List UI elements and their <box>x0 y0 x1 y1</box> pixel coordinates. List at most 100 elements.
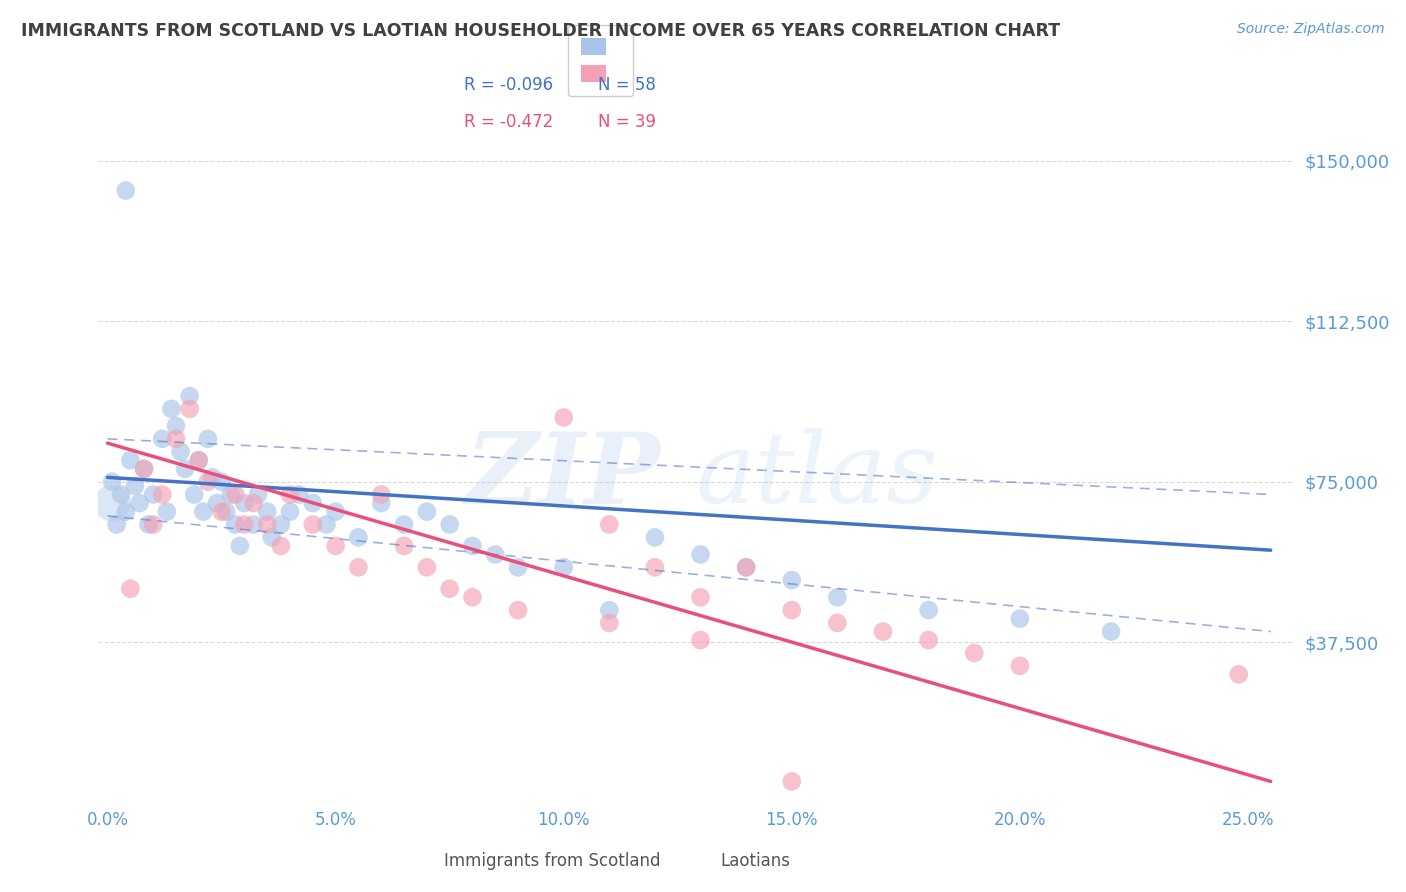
Point <box>193 505 215 519</box>
Point <box>165 419 187 434</box>
Point <box>142 517 165 532</box>
Point <box>105 517 128 532</box>
Point <box>827 591 849 605</box>
Point <box>233 517 256 532</box>
Point <box>270 539 292 553</box>
Point <box>370 487 392 501</box>
Point <box>1099 624 1122 639</box>
Text: ZIP: ZIP <box>465 427 661 524</box>
Point <box>224 487 246 501</box>
Text: N = 39: N = 39 <box>598 113 655 131</box>
Point <box>553 410 575 425</box>
Point <box>1008 658 1031 673</box>
Point <box>644 560 666 574</box>
Point <box>120 582 142 596</box>
Point <box>219 487 242 501</box>
Point <box>1227 667 1250 681</box>
Point <box>689 633 711 648</box>
Point <box>370 496 392 510</box>
Point <box>506 603 529 617</box>
Point <box>506 560 529 574</box>
Point <box>278 487 301 501</box>
Point <box>598 615 620 630</box>
Point <box>229 539 252 553</box>
Point <box>211 505 233 519</box>
Point <box>735 560 758 574</box>
Point <box>110 487 132 501</box>
Point <box>247 487 270 501</box>
Point <box>256 517 278 532</box>
Legend: , : , <box>568 25 633 96</box>
Point <box>439 582 461 596</box>
Point <box>224 517 246 532</box>
Text: Laotians: Laotians <box>721 852 790 870</box>
Point <box>780 573 803 587</box>
Point <box>963 646 986 660</box>
FancyBboxPatch shape <box>433 830 494 862</box>
Point <box>114 505 136 519</box>
Point <box>301 517 323 532</box>
Point <box>132 462 155 476</box>
Point <box>114 184 136 198</box>
Point <box>689 548 711 562</box>
Text: N = 58: N = 58 <box>598 76 655 94</box>
Point <box>156 505 179 519</box>
Point <box>197 475 219 489</box>
Point <box>160 401 183 416</box>
Point <box>872 624 894 639</box>
FancyBboxPatch shape <box>637 830 696 862</box>
Point <box>439 517 461 532</box>
Point <box>205 496 228 510</box>
Point <box>347 530 370 544</box>
Point <box>416 505 439 519</box>
Point <box>917 633 939 648</box>
Point <box>120 453 142 467</box>
Point <box>211 475 233 489</box>
Point <box>735 560 758 574</box>
Point <box>461 539 484 553</box>
Point <box>256 505 278 519</box>
Point <box>780 603 803 617</box>
Point <box>347 560 370 574</box>
Point <box>644 530 666 544</box>
Point <box>598 603 620 617</box>
Point <box>128 496 150 510</box>
Point <box>288 487 311 501</box>
Point <box>187 453 209 467</box>
Point <box>270 517 292 532</box>
Point <box>461 591 484 605</box>
Point <box>598 517 620 532</box>
Point <box>827 615 849 630</box>
Point <box>201 470 224 484</box>
Point <box>260 530 283 544</box>
Point <box>484 548 506 562</box>
Point <box>325 505 347 519</box>
Point <box>183 487 205 501</box>
Point <box>233 496 256 510</box>
Point <box>278 505 301 519</box>
Point <box>242 517 264 532</box>
Text: R = -0.096: R = -0.096 <box>464 76 553 94</box>
Point <box>301 496 323 510</box>
Point <box>179 401 201 416</box>
Point <box>689 591 711 605</box>
Point <box>124 479 146 493</box>
Point <box>1008 612 1031 626</box>
Point <box>165 432 187 446</box>
Point <box>169 444 191 458</box>
Point <box>325 539 347 553</box>
Point <box>392 517 415 532</box>
Point <box>142 487 165 501</box>
Point <box>780 774 803 789</box>
Text: Source: ZipAtlas.com: Source: ZipAtlas.com <box>1237 22 1385 37</box>
Point <box>917 603 939 617</box>
Point <box>132 462 155 476</box>
Text: R = -0.472: R = -0.472 <box>464 113 553 131</box>
Point <box>174 462 197 476</box>
Point <box>101 496 124 510</box>
Text: IMMIGRANTS FROM SCOTLAND VS LAOTIAN HOUSEHOLDER INCOME OVER 65 YEARS CORRELATION: IMMIGRANTS FROM SCOTLAND VS LAOTIAN HOUS… <box>21 22 1060 40</box>
Text: atlas: atlas <box>696 428 939 524</box>
Point <box>553 560 575 574</box>
Point <box>150 487 173 501</box>
Point <box>392 539 415 553</box>
